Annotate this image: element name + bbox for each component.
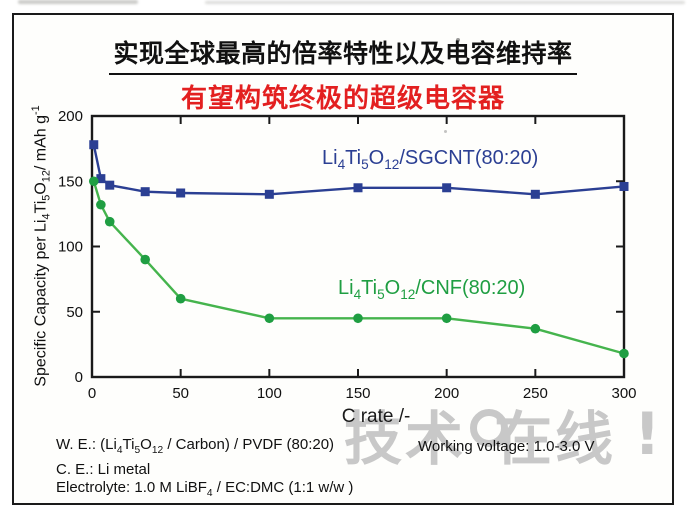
watermark-text-right: 在线 <box>494 405 617 473</box>
data-point <box>619 348 629 359</box>
counter-electrode-note: C. E.: Li metal <box>56 460 151 478</box>
data-point <box>176 188 186 198</box>
y-tick-label: 0 <box>75 369 83 386</box>
watermark-text-left: 技术 <box>344 405 467 473</box>
x-axis-label: C rate /- <box>341 406 411 427</box>
data-point <box>88 176 99 187</box>
page-subtitle: 有望构筑终极的超级电容器 <box>180 83 505 113</box>
electrolyte-note: Electrolyte: 1.0 M LiBF4 / EC:DMC (1:1 w… <box>56 479 354 499</box>
y-axis-label: Specific Capacity per Li4Ti5O12/ mAh g-1 <box>30 105 53 387</box>
series-line-1 <box>92 180 625 355</box>
x-tick-label: 100 <box>257 385 282 402</box>
data-point <box>353 313 363 324</box>
ring-icon <box>470 409 509 447</box>
working-voltage-note: Working voltage: 1.0-3.0 V <box>418 438 595 455</box>
x-tick-label: 250 <box>523 385 548 402</box>
y-tick-label: 100 <box>58 239 83 256</box>
data-point <box>264 189 274 199</box>
series-label-sgcnt: Li4Ti5O12/SGCNT(80:20) <box>322 147 539 172</box>
x-tick-label: 200 <box>434 385 459 402</box>
data-point <box>442 183 452 193</box>
data-point <box>96 174 106 184</box>
watermark-exclamation: ! <box>634 400 664 468</box>
scan-artifact <box>18 0 138 4</box>
series-label-cnf: Li4Ti5O12/CNF(80:20) <box>338 277 526 302</box>
data-point <box>264 313 275 324</box>
scan-speck <box>456 38 460 42</box>
page-title: 实现全球最高的倍率特性以及电容维持率 <box>109 34 577 75</box>
capacity-chart: 0 50 100 150 200 250 300 0 50 100 150 200 <box>58 108 637 402</box>
data-point <box>105 180 115 190</box>
x-tick-label: 0 <box>88 385 96 402</box>
working-electrode-note: W. E.: (Li4Ti5O12 / Carbon) / PVDF (80:2… <box>56 436 335 456</box>
border-frame <box>12 13 674 505</box>
data-point <box>140 187 150 197</box>
data-point <box>104 216 115 227</box>
y-tick-label: 50 <box>66 304 83 321</box>
x-tick-label: 150 <box>345 385 370 402</box>
data-point <box>96 199 106 210</box>
data-point <box>89 140 99 150</box>
experimental-conditions: W. E.: (Li4Ti5O12 / Carbon) / PVDF (80:2… <box>56 436 353 504</box>
x-tick-label: 300 <box>611 385 636 402</box>
data-point <box>530 323 541 334</box>
data-point <box>530 189 540 199</box>
scan-speck <box>444 130 447 133</box>
y-tick-label: 200 <box>58 108 83 125</box>
data-point <box>619 181 629 191</box>
x-tick-label: 50 <box>172 385 189 402</box>
data-point <box>140 254 150 265</box>
data-point <box>175 293 186 304</box>
header: 实现全球最高的倍率特性以及电容维持率 有望构筑终极的超级电容器 <box>12 34 674 115</box>
watermark: 技术 在线 ! <box>344 392 663 476</box>
data-point <box>441 313 452 324</box>
scan-artifact <box>205 1 685 4</box>
data-point <box>353 183 363 193</box>
y-tick-label: 150 <box>58 173 83 190</box>
